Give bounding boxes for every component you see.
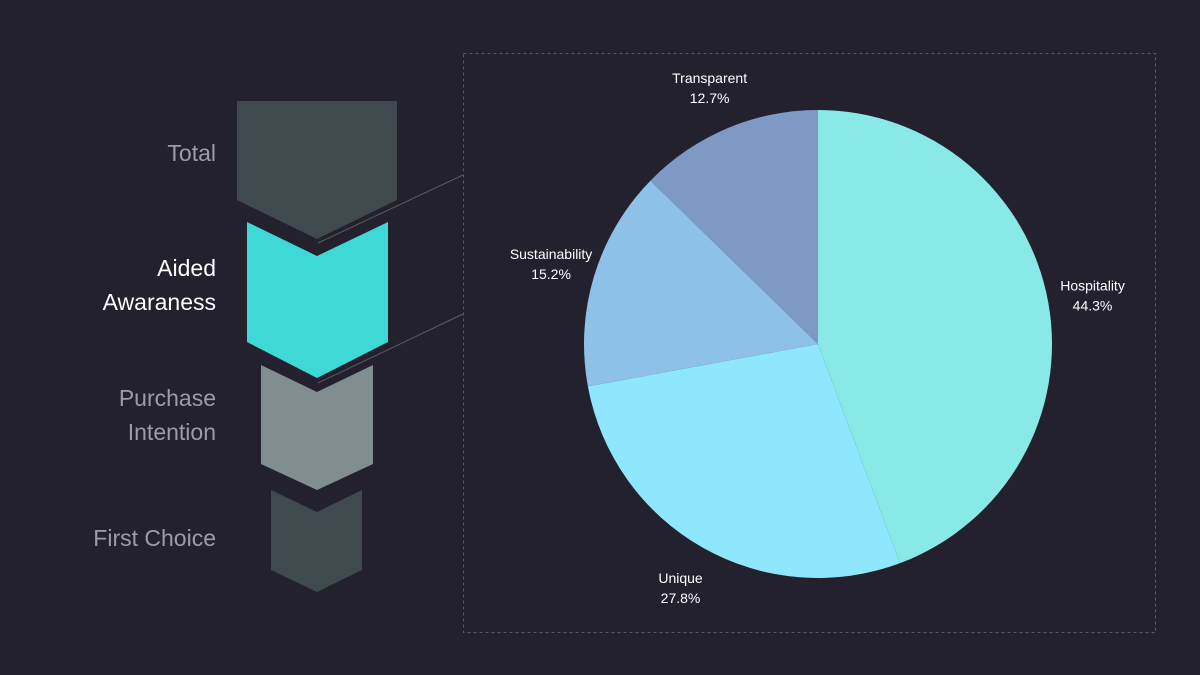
funnel-stage-purchase-intention-shape	[261, 365, 373, 490]
pie-slice-unique	[587, 344, 901, 578]
pie-value-hospitality: 44.3%	[1073, 297, 1113, 313]
connector-line-bottom	[317, 313, 464, 384]
funnel-stage-total-shape	[237, 101, 397, 239]
pie-value-unique: 27.8%	[661, 590, 701, 606]
chart-frame	[463, 53, 1156, 633]
funnel-stage-aided-awareness-label-line-2: Awaraness	[103, 289, 216, 315]
pie-label-hospitality: Hospitality	[1060, 277, 1125, 293]
funnel-stage-total-label: Total	[167, 140, 216, 166]
funnel-stage-aided-awareness-shape	[247, 222, 388, 378]
funnel-stage-first-choice-label: First Choice	[93, 525, 216, 551]
pie-slice-transparent	[650, 110, 818, 344]
funnel-stage-purchase-intention-label-line-1: Purchase	[119, 385, 216, 411]
pie-label-unique: Unique	[658, 570, 703, 586]
pie-value-sustainability: 15.2%	[531, 266, 571, 282]
funnel-stage-purchase-intention-label-line-2: Intention	[128, 419, 216, 445]
funnel-stage-first-choice-shape	[271, 490, 362, 592]
pie-chart: Hospitality 44.3% Unique 27.8% Sustainabilit…	[510, 70, 1125, 606]
pie-slice-sustainability	[584, 180, 818, 387]
funnel-stage-aided-awareness-label-line-1: Aided	[157, 255, 216, 281]
pie-label-transparent: Transparent	[672, 70, 747, 86]
connector-line-top	[317, 174, 464, 244]
pie-value-transparent: 12.7%	[690, 90, 730, 106]
pie-label-sustainability: Sustainability	[510, 246, 593, 262]
pie-slice-hospitality	[818, 110, 1052, 564]
